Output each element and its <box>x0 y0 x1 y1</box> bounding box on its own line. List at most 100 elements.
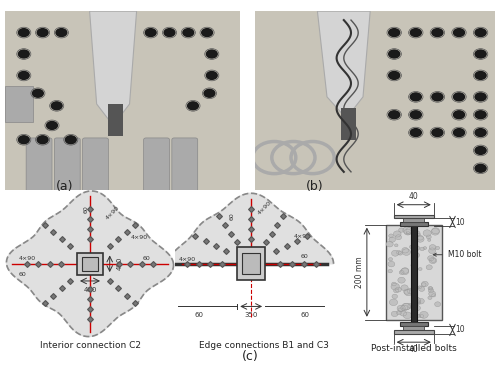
Circle shape <box>394 244 398 247</box>
Circle shape <box>388 49 400 59</box>
Circle shape <box>423 247 426 250</box>
Circle shape <box>18 28 30 37</box>
Circle shape <box>412 310 416 314</box>
Circle shape <box>428 256 434 261</box>
Circle shape <box>64 135 77 144</box>
Circle shape <box>404 229 411 235</box>
Circle shape <box>431 228 440 235</box>
Bar <box>386 225 442 320</box>
Circle shape <box>400 311 406 316</box>
Circle shape <box>410 28 422 37</box>
Text: (a): (a) <box>56 180 74 193</box>
Circle shape <box>406 227 414 234</box>
Circle shape <box>436 246 440 250</box>
FancyBboxPatch shape <box>144 138 170 192</box>
Text: M10 bolt: M10 bolt <box>433 250 482 259</box>
Circle shape <box>18 71 30 80</box>
Circle shape <box>413 278 416 280</box>
Circle shape <box>412 253 420 258</box>
Circle shape <box>403 312 411 319</box>
Text: 4×90: 4×90 <box>256 201 272 216</box>
Text: 4×90: 4×90 <box>178 257 196 262</box>
Text: 400: 400 <box>84 287 96 293</box>
Circle shape <box>394 289 399 293</box>
Circle shape <box>414 246 420 250</box>
Text: 4×90: 4×90 <box>294 234 311 239</box>
Circle shape <box>429 287 433 290</box>
Circle shape <box>389 237 396 242</box>
Circle shape <box>410 110 422 119</box>
Text: 60: 60 <box>300 312 310 318</box>
Polygon shape <box>6 191 173 337</box>
Text: 60: 60 <box>18 272 26 277</box>
Text: 350: 350 <box>244 312 258 318</box>
Circle shape <box>201 28 213 37</box>
Circle shape <box>400 268 409 275</box>
Circle shape <box>412 297 420 304</box>
Text: 60: 60 <box>194 312 203 318</box>
Circle shape <box>144 28 157 37</box>
Circle shape <box>386 241 393 247</box>
Circle shape <box>187 101 199 110</box>
Circle shape <box>418 235 424 240</box>
Circle shape <box>416 233 420 236</box>
Circle shape <box>396 287 402 292</box>
Bar <box>411 222 416 322</box>
Bar <box>394 215 434 218</box>
Text: Post-installed bolts: Post-installed bolts <box>371 344 456 353</box>
Circle shape <box>429 257 436 264</box>
Circle shape <box>474 128 487 137</box>
Circle shape <box>417 300 420 303</box>
Circle shape <box>453 28 465 37</box>
Circle shape <box>401 285 408 291</box>
Circle shape <box>392 282 396 286</box>
Circle shape <box>413 231 420 236</box>
Circle shape <box>418 267 422 270</box>
Circle shape <box>206 49 218 59</box>
Circle shape <box>398 251 402 255</box>
Text: 4×90: 4×90 <box>18 256 36 261</box>
Text: 40: 40 <box>409 345 418 354</box>
Bar <box>238 247 265 280</box>
Circle shape <box>392 294 398 299</box>
Circle shape <box>422 281 428 287</box>
Circle shape <box>417 314 421 317</box>
Circle shape <box>396 311 402 315</box>
Circle shape <box>50 101 63 110</box>
Circle shape <box>431 28 444 37</box>
Circle shape <box>431 128 444 137</box>
Text: (b): (b) <box>306 180 324 193</box>
Circle shape <box>398 308 403 312</box>
Circle shape <box>410 92 422 102</box>
Bar <box>403 218 424 222</box>
Text: 200 mm: 200 mm <box>355 256 364 288</box>
Bar <box>108 104 122 136</box>
Circle shape <box>428 248 436 254</box>
Circle shape <box>432 228 440 234</box>
Circle shape <box>402 249 410 255</box>
Circle shape <box>18 49 30 59</box>
Circle shape <box>434 302 440 307</box>
Circle shape <box>388 28 400 37</box>
Circle shape <box>404 289 410 294</box>
Circle shape <box>403 303 411 310</box>
Circle shape <box>32 89 44 98</box>
Text: 40: 40 <box>409 192 418 201</box>
Circle shape <box>46 121 58 130</box>
Circle shape <box>474 146 487 155</box>
Text: 4×90: 4×90 <box>131 235 148 240</box>
Circle shape <box>388 110 400 119</box>
Text: 60: 60 <box>84 205 88 213</box>
Circle shape <box>426 235 431 239</box>
FancyBboxPatch shape <box>82 138 108 192</box>
Bar <box>77 253 103 275</box>
Circle shape <box>431 258 436 262</box>
Circle shape <box>388 257 392 261</box>
Bar <box>400 322 427 326</box>
Polygon shape <box>90 11 136 125</box>
Circle shape <box>400 305 407 311</box>
Circle shape <box>432 294 436 297</box>
Bar <box>342 108 356 140</box>
Circle shape <box>388 269 392 273</box>
Circle shape <box>411 227 416 231</box>
